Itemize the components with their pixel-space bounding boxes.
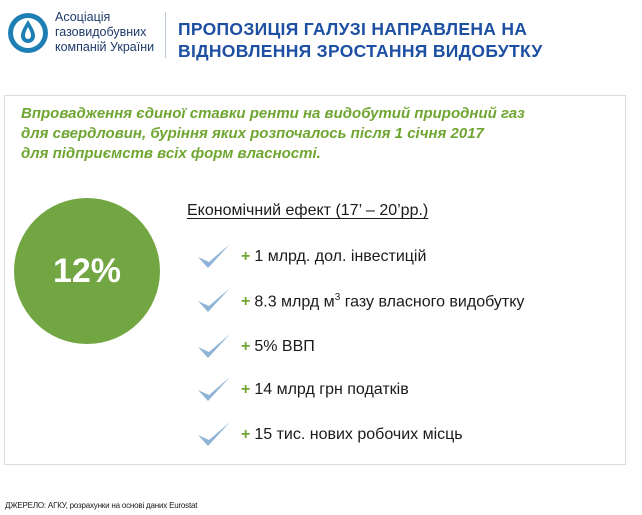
rate-circle: 12%: [14, 198, 160, 344]
plus-sign: +: [241, 426, 251, 443]
logo-line: Асоціація: [55, 10, 111, 24]
benefit-text: +5% ВВП: [241, 338, 315, 356]
benefit-label: 1 млрд. дол. інвестицій: [254, 248, 427, 265]
logo-text: Асоціація газовидобувних компаній Україн…: [55, 10, 154, 55]
water-drop-icon: [8, 13, 48, 53]
benefit-item: +5% ВВП: [195, 330, 615, 364]
benefit-label: 14 млрд грн податків: [254, 381, 409, 398]
page-title: ПРОПОЗИЦІЯ ГАЛУЗІ НАПРАВЛЕНА НА ВІДНОВЛЕ…: [178, 18, 618, 62]
header-divider: [165, 12, 166, 58]
superscript: 3: [334, 292, 341, 303]
checkmark-icon: [198, 422, 230, 446]
effect-title: Економічний ефект (17’ – 20’рр.): [187, 202, 429, 219]
checkmark-icon: [198, 244, 230, 268]
benefit-item: +8.3 млрд м3 газу власного видобутку: [195, 284, 615, 318]
plus-sign: +: [241, 293, 251, 311]
logo-line: газовидобувних: [55, 25, 147, 39]
benefit-item: +15 тис. нових робочих місць: [195, 418, 615, 452]
checkmark-icon: [198, 288, 230, 312]
benefit-text: +14 млрд грн податків: [241, 381, 409, 399]
checkmark-icon: [198, 377, 230, 401]
rate-value: 12%: [52, 251, 122, 290]
benefit-label: 5% ВВП: [254, 338, 315, 355]
title-line-1: ПРОПОЗИЦІЯ ГАЛУЗІ НАПРАВЛЕНА НА: [178, 19, 528, 39]
plus-sign: +: [241, 248, 251, 265]
benefit-text: +15 тис. нових робочих місць: [241, 426, 463, 444]
plus-sign: +: [241, 338, 251, 355]
benefit-label: 15 тис. нових робочих місць: [254, 426, 463, 443]
benefit-label: 8.3 млрд м: [254, 293, 335, 311]
benefit-label-after: газу власного видобутку: [340, 293, 525, 311]
title-line-2: ВІДНОВЛЕННЯ ЗРОСТАННЯ ВИДОБУТКУ: [178, 41, 543, 61]
benefit-text: +8.3 млрд м3 газу власного видобутку: [241, 292, 524, 311]
plus-sign: +: [241, 381, 251, 398]
intro-text: Впровадження єдиної ставки ренти на видо…: [21, 104, 611, 164]
benefit-text: +1 млрд. дол. інвестицій: [241, 248, 426, 266]
source-note: ДЖЕРЕЛО: АГКУ, розрахунки на основі дани…: [5, 501, 198, 510]
intro-line-3: для підприємств всіх форм власності.: [21, 145, 321, 162]
checkmark-icon: [198, 334, 230, 358]
association-logo: Асоціація газовидобувних компаній Україн…: [6, 9, 164, 57]
benefit-item: +1 млрд. дол. інвестицій: [195, 240, 615, 274]
intro-line-1: Впровадження єдиної ставки ренти на видо…: [21, 105, 525, 122]
intro-line-2: для свердловин, буріння яких розпочалось…: [21, 125, 484, 142]
benefit-item: +14 млрд грн податків: [195, 373, 615, 407]
content-panel: Впровадження єдиної ставки ренти на видо…: [4, 95, 626, 465]
logo-line: компаній України: [55, 40, 155, 54]
